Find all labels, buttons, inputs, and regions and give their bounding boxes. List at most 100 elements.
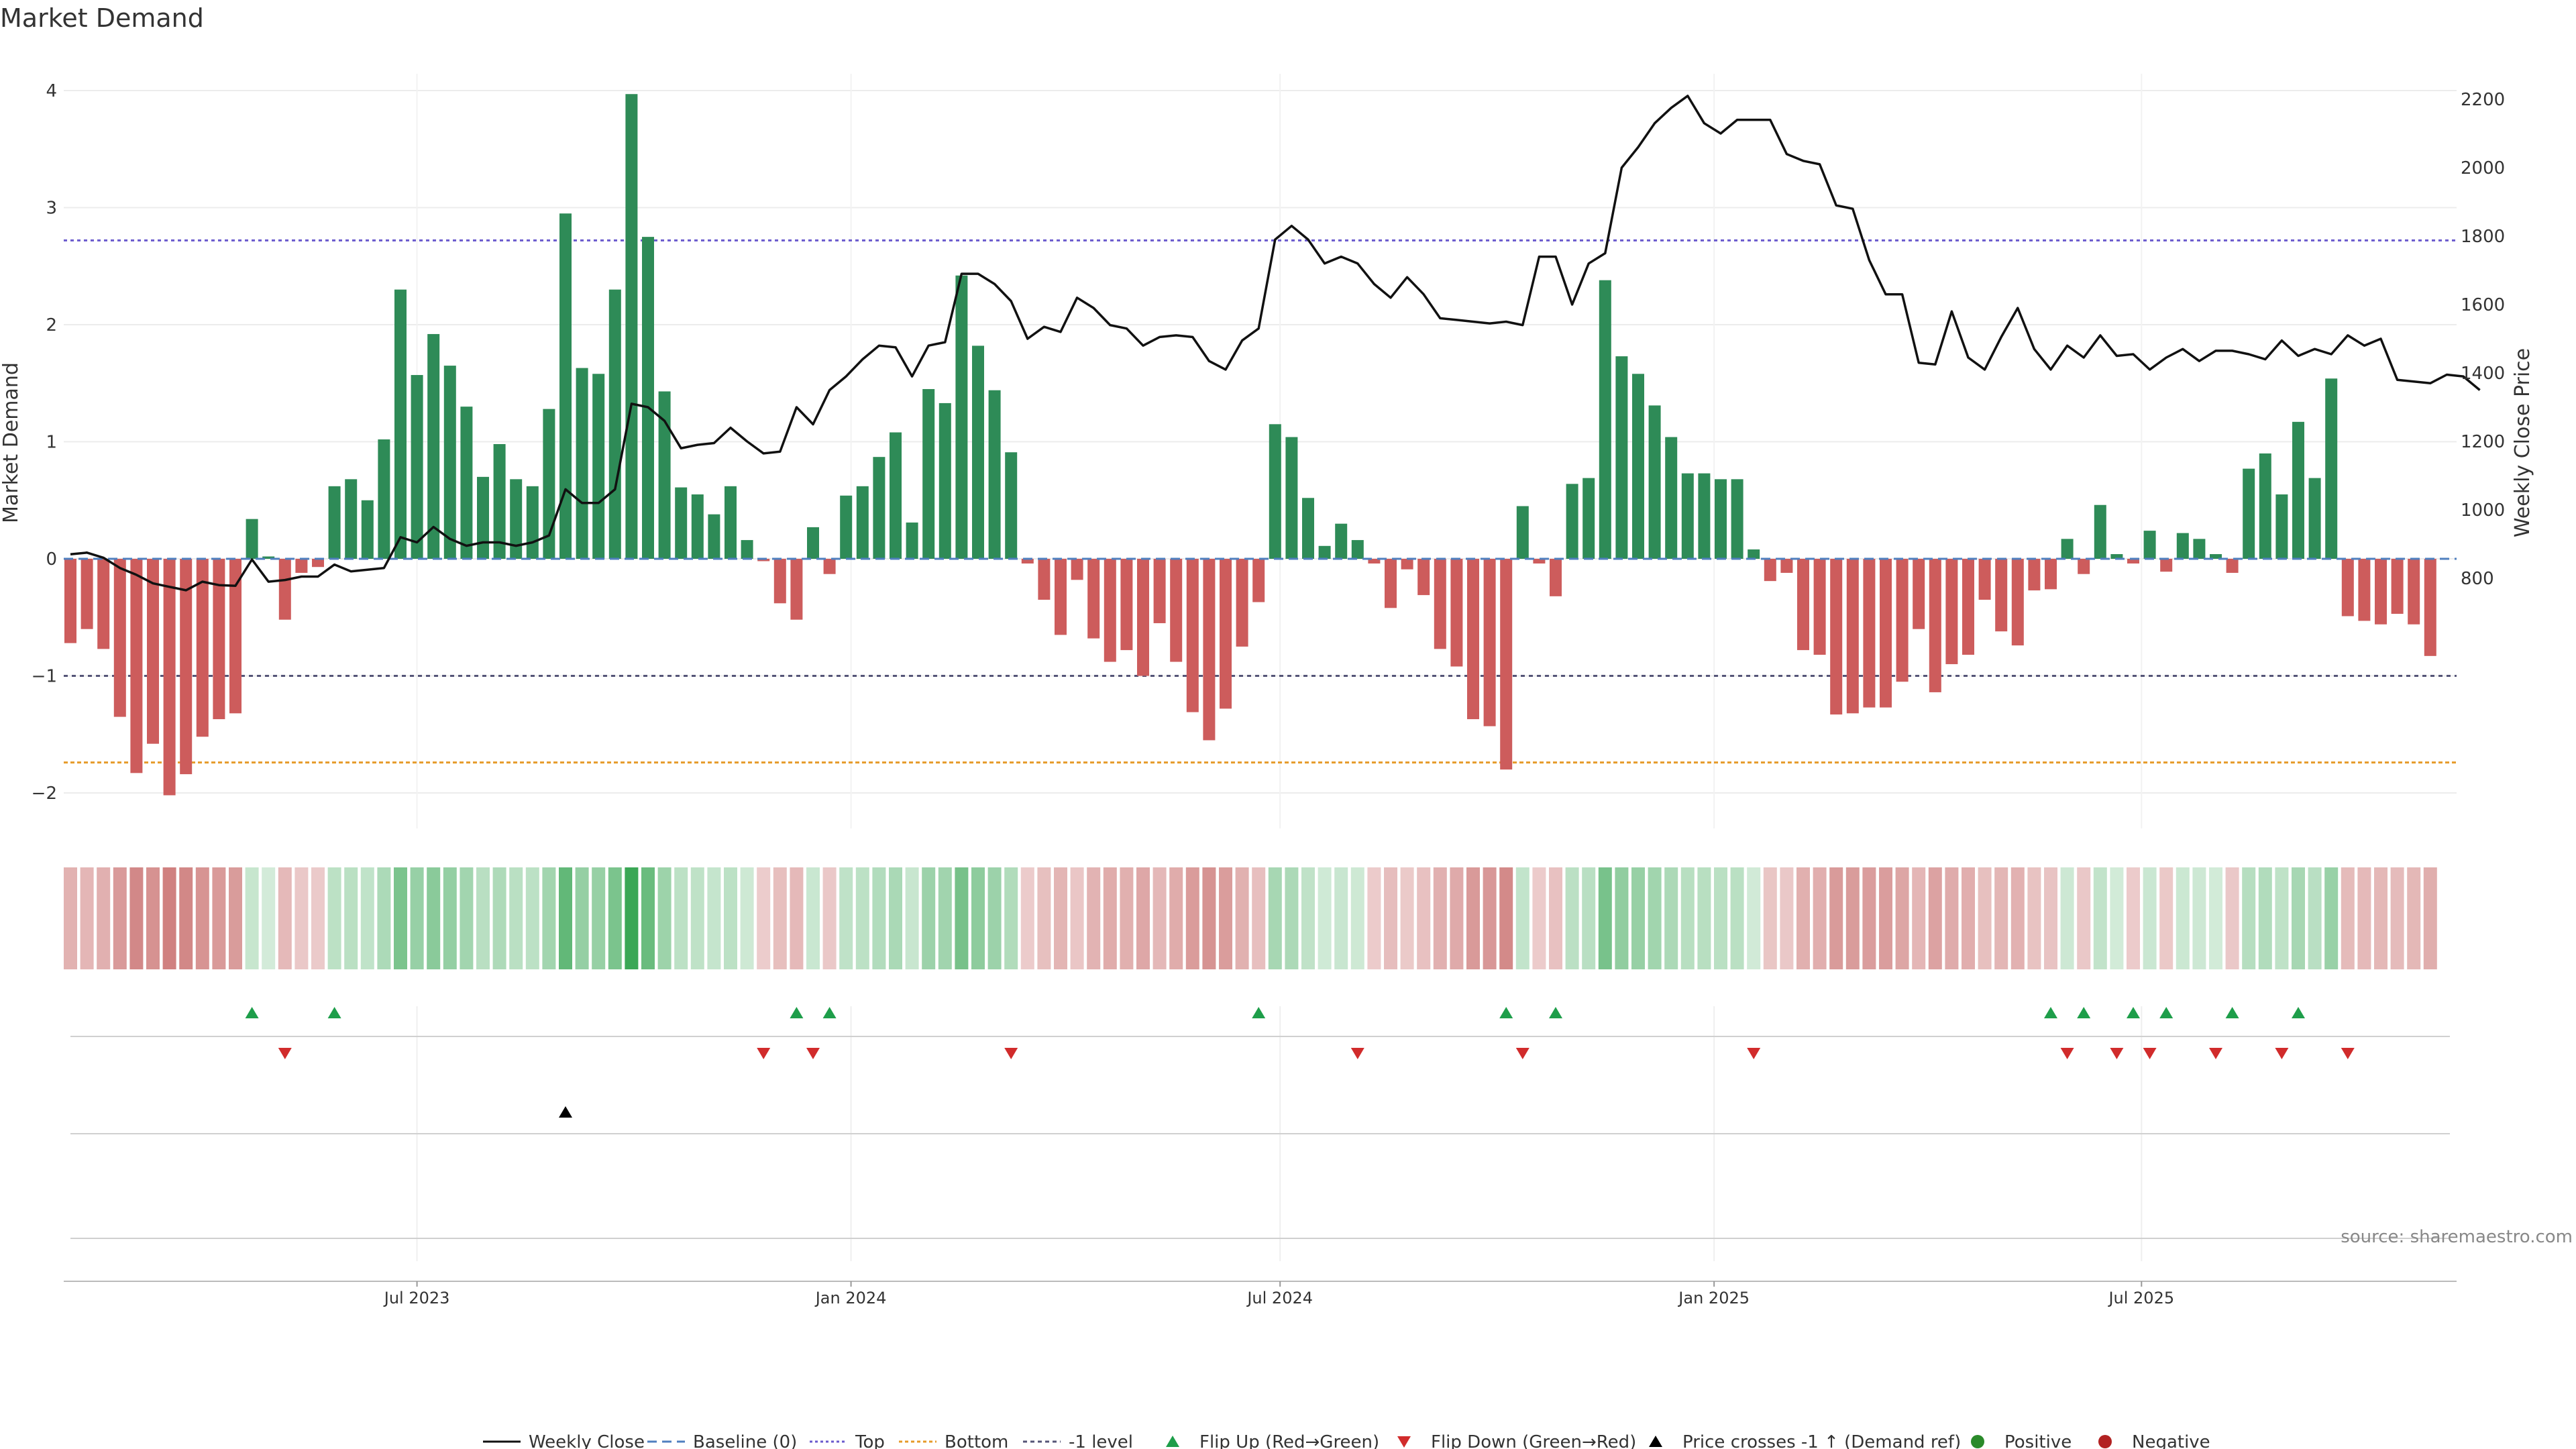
heat-cell (1152, 867, 1167, 969)
flip-down-marker (806, 1048, 820, 1059)
demand-bar-negative (1995, 559, 2008, 632)
legend-label: Baseline (0) (693, 1432, 797, 1449)
heat-cell (2341, 867, 2355, 969)
flip-up-marker (1499, 1007, 1513, 1018)
demand-bar-positive (427, 333, 440, 559)
heat-cell (1103, 867, 1117, 969)
demand-bar-positive (526, 486, 539, 559)
heat-cell (1483, 867, 1497, 969)
demand-bar-negative (163, 559, 176, 796)
demand-bar-negative (1236, 559, 1248, 647)
flip-up-marker (327, 1007, 341, 1018)
heat-cell (542, 867, 556, 969)
heat-cell (839, 867, 853, 969)
flip-down-marker (1515, 1048, 1529, 1059)
heat-cell (872, 867, 886, 969)
heat-cell (80, 867, 94, 969)
heat-cell (212, 867, 226, 969)
demand-bar-negative (1417, 559, 1430, 596)
heat-cell (1433, 867, 1447, 969)
heat-cell (625, 867, 639, 969)
demand-bar-positive (361, 500, 374, 559)
demand-bar-negative (2391, 559, 2404, 614)
demand-bar-positive (2143, 531, 2156, 559)
demand-bar-positive (2325, 378, 2338, 559)
legend-label: Negative (2132, 1432, 2210, 1449)
heat-cell (1087, 867, 1101, 969)
heat-cell (971, 867, 985, 969)
demand-bar-negative (2408, 559, 2420, 625)
heat-cell (1664, 867, 1678, 969)
demand-bar-negative (1978, 559, 1991, 600)
demand-bar-positive (559, 213, 572, 559)
heat-cell (1301, 867, 1315, 969)
demand-bar-positive (1698, 473, 1711, 559)
heat-cell (2093, 867, 2107, 969)
heat-cell (2110, 867, 2124, 969)
heat-cell (1004, 867, 1018, 969)
demand-bar-negative (1830, 559, 1843, 715)
heat-cell (64, 867, 77, 969)
flip-up-marker (2159, 1007, 2174, 1018)
heat-cell (2407, 867, 2421, 969)
heat-cell (1318, 867, 1332, 969)
heat-cell (377, 867, 391, 969)
heat-cell (575, 867, 589, 969)
weekly-close-series (70, 95, 2481, 592)
demand-bar-positive (1665, 437, 1678, 559)
heat-cell (938, 867, 952, 969)
flip-up-marker (2225, 1007, 2239, 1018)
demand-bar-negative (2226, 559, 2239, 573)
demand-bar-negative (2424, 559, 2436, 656)
left-tick-label: 2 (46, 315, 57, 335)
heat-cell (1912, 867, 1926, 969)
flip-down-marker (757, 1048, 771, 1059)
demand-bar-negative (2045, 559, 2057, 590)
grid-lines (64, 74, 2457, 1261)
demand-bar-negative (2375, 559, 2387, 625)
heat-cell (2374, 867, 2387, 969)
left-tick-label: −1 (32, 667, 57, 687)
demand-bar-positive (1351, 540, 1364, 559)
left-tick-label: 3 (46, 199, 57, 219)
demand-bar-positive (1516, 506, 1529, 559)
heat-cell (2324, 867, 2339, 969)
heat-cell (1054, 867, 1067, 969)
left-axis-ticks: −2 −1 0 1 2 3 4 (32, 81, 57, 804)
demand-bar-negative (1483, 559, 1496, 727)
heat-cell (1219, 867, 1232, 969)
flip-up-marker (1252, 1007, 1266, 1018)
demand-bar-negative (1929, 559, 1941, 692)
demand-bar-positive (2210, 554, 2222, 559)
heat-cell (1730, 867, 1744, 969)
x-tick-label: Jul 2025 (2107, 1289, 2174, 1307)
demand-bar-positive (2275, 494, 2288, 559)
heat-cell (1450, 867, 1464, 969)
heat-cell (1400, 867, 1414, 969)
heat-cell (1350, 867, 1364, 969)
right-tick-label: 1600 (2461, 295, 2505, 315)
right-tick-label: 1400 (2461, 364, 2505, 384)
heat-cell (129, 867, 144, 969)
demand-bar-positive (938, 402, 951, 559)
demand-bar-positive (378, 439, 390, 559)
demand-bar-negative (1467, 559, 1479, 720)
x-tick-label: Jul 2023 (383, 1289, 450, 1307)
heat-cell (2292, 867, 2305, 969)
demand-bar-positive (675, 487, 688, 559)
flip-down-marker (1747, 1048, 1761, 1059)
heat-cell (2308, 867, 2322, 969)
demand-bar-positive (443, 366, 456, 559)
heat-cell (410, 867, 424, 969)
demand-bar-positive (840, 495, 853, 559)
demand-bar-negative (1220, 559, 1232, 709)
legend-label: Weekly Close (529, 1432, 645, 1449)
demand-bar-positive (510, 479, 523, 559)
demand-bar-negative (147, 559, 159, 744)
flip-down-marker (1350, 1048, 1364, 1059)
heat-cell (427, 867, 441, 969)
demand-bar-negative (1385, 559, 1397, 608)
heat-cell (1549, 867, 1562, 969)
flip-down-marker (2275, 1048, 2289, 1059)
heat-cell (1070, 867, 1084, 969)
